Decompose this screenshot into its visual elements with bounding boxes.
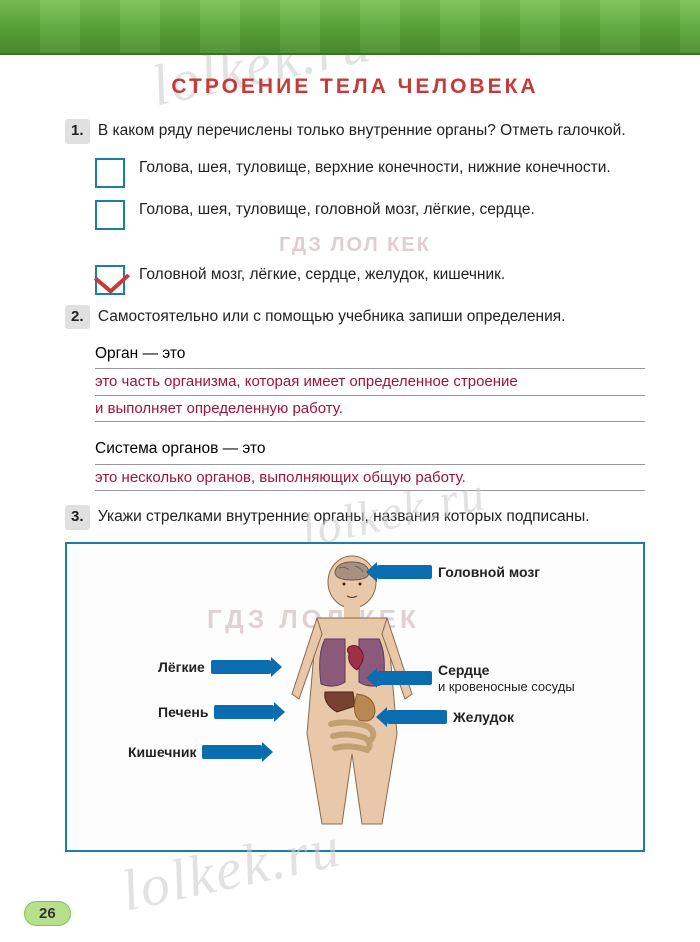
option-1-text: Голова, шея, туловище, верхние конечност… — [139, 156, 611, 179]
def1-answer-line1: это часть организма, которая имеет опред… — [95, 369, 645, 396]
option-3-text: Головной мозг, лёгкие, сердце, желудок, … — [139, 263, 505, 286]
option-2-text: Голова, шея, туловище, головной мозг, лё… — [139, 198, 535, 221]
page-number-badge: 26 — [24, 901, 71, 926]
body-svg — [267, 554, 437, 844]
arrow-brain — [377, 565, 432, 579]
task3-number: 3. — [65, 505, 90, 530]
def2-label: Система органов — это — [95, 436, 645, 464]
label-heart-text: Сердце и кровеносные сосуды — [432, 662, 581, 695]
task2-number: 2. — [65, 305, 90, 330]
label-liver: Печень — [152, 704, 274, 720]
arrow-heart — [377, 671, 432, 685]
human-body-figure — [267, 554, 437, 844]
task3-text: Укажи стрелками внутренние органы, назва… — [98, 508, 590, 525]
page-title: СТРОЕНИЕ ТЕЛА ЧЕЛОВЕКА — [65, 75, 645, 99]
def1-label: Орган — это — [95, 341, 645, 369]
task3-prompt: 3. Укажи стрелками внутренние органы, на… — [65, 505, 645, 530]
label-stomach-text: Желудок — [447, 709, 520, 725]
page-container: lolkek.ru СТРОЕНИЕ ТЕЛА ЧЕЛОВЕКА 1. В ка… — [0, 0, 700, 942]
label-lungs: Лёгкие — [152, 659, 271, 675]
page-content: СТРОЕНИЕ ТЕЛА ЧЕЛОВЕКА 1. В каком ряду п… — [0, 55, 700, 872]
label-lungs-text: Лёгкие — [152, 659, 211, 675]
checkbox-3[interactable] — [95, 265, 125, 295]
task2-text: Самостоятельно или с помощью учебника за… — [98, 308, 566, 325]
label-intestine: Кишечник — [122, 744, 262, 760]
label-brain: Головной мозг — [377, 564, 546, 580]
task2-prompt: 2. Самостоятельно или с помощью учебника… — [65, 305, 645, 330]
task1-option-2[interactable]: Голова, шея, туловище, головной мозг, лё… — [95, 198, 645, 230]
anatomy-diagram: ГДЗ ЛОЛ КЕК — [65, 542, 645, 852]
definition-1: Орган — это это часть организма, которая… — [95, 341, 645, 422]
arrow-liver — [214, 705, 274, 719]
task1-number: 1. — [65, 119, 90, 144]
task1-option-1[interactable]: Голова, шея, туловище, верхние конечност… — [95, 156, 645, 188]
watermark-gdz-1: ГДЗ ЛОЛ КЕК — [65, 234, 645, 257]
task1-prompt: 1. В каком ряду перечислены только внутр… — [65, 119, 645, 144]
label-heart: Сердце и кровеносные сосуды — [377, 662, 581, 695]
checkbox-1[interactable] — [95, 158, 125, 188]
label-liver-text: Печень — [152, 704, 214, 720]
arrow-stomach — [387, 710, 447, 724]
task1-option-3[interactable]: Головной мозг, лёгкие, сердце, желудок, … — [95, 263, 645, 295]
def2-answer: это несколько органов, выполняющих общую… — [95, 465, 645, 492]
label-stomach: Желудок — [387, 709, 520, 725]
label-brain-text: Головной мозг — [432, 564, 546, 580]
checkbox-2[interactable] — [95, 200, 125, 230]
def1-answer-line2: и выполняет определенную работу. — [95, 396, 645, 423]
arrow-lungs — [211, 660, 271, 674]
task1-text: В каком ряду перечислены только внутренн… — [98, 122, 626, 139]
definition-2: Система органов — это это несколько орга… — [95, 436, 645, 491]
top-decorative-banner — [0, 0, 700, 55]
arrow-intestine — [202, 745, 262, 759]
label-intestine-text: Кишечник — [122, 744, 202, 760]
